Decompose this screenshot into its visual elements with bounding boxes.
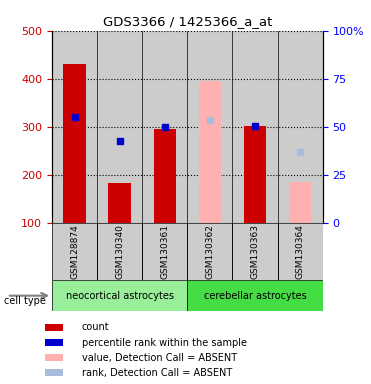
Bar [97, 223, 142, 280]
Bar [45, 339, 63, 346]
Bar [278, 223, 323, 280]
Text: cell type: cell type [4, 296, 46, 306]
Text: neocortical astrocytes: neocortical astrocytes [66, 291, 174, 301]
Bar [45, 324, 63, 331]
Bar [187, 280, 323, 311]
Bar [108, 183, 131, 223]
Text: GSM130364: GSM130364 [296, 224, 305, 279]
Text: count: count [82, 322, 109, 332]
Text: GSM130362: GSM130362 [206, 224, 214, 279]
Text: cerebellar astrocytes: cerebellar astrocytes [204, 291, 306, 301]
Text: value, Detection Call = ABSENT: value, Detection Call = ABSENT [82, 353, 237, 363]
Bar [52, 280, 187, 311]
Bar [45, 369, 63, 376]
Bar [52, 31, 97, 223]
Bar [187, 31, 233, 223]
Bar [45, 354, 63, 361]
Bar [187, 223, 233, 280]
Bar [244, 126, 266, 223]
Text: GSM130363: GSM130363 [250, 224, 260, 279]
Bar [154, 129, 176, 223]
Bar [198, 81, 221, 223]
Bar [233, 223, 278, 280]
Bar [278, 31, 323, 223]
Title: GDS3366 / 1425366_a_at: GDS3366 / 1425366_a_at [103, 15, 272, 28]
Bar [97, 31, 142, 223]
Bar [233, 31, 278, 223]
Bar [52, 223, 97, 280]
Bar [63, 65, 86, 223]
Bar [142, 31, 187, 223]
Text: GSM130340: GSM130340 [115, 224, 124, 279]
Bar [142, 223, 187, 280]
Text: rank, Detection Call = ABSENT: rank, Detection Call = ABSENT [82, 368, 232, 378]
Text: GSM130361: GSM130361 [160, 224, 169, 279]
Text: GSM128874: GSM128874 [70, 224, 79, 279]
Bar [289, 182, 312, 223]
Text: percentile rank within the sample: percentile rank within the sample [82, 338, 247, 348]
